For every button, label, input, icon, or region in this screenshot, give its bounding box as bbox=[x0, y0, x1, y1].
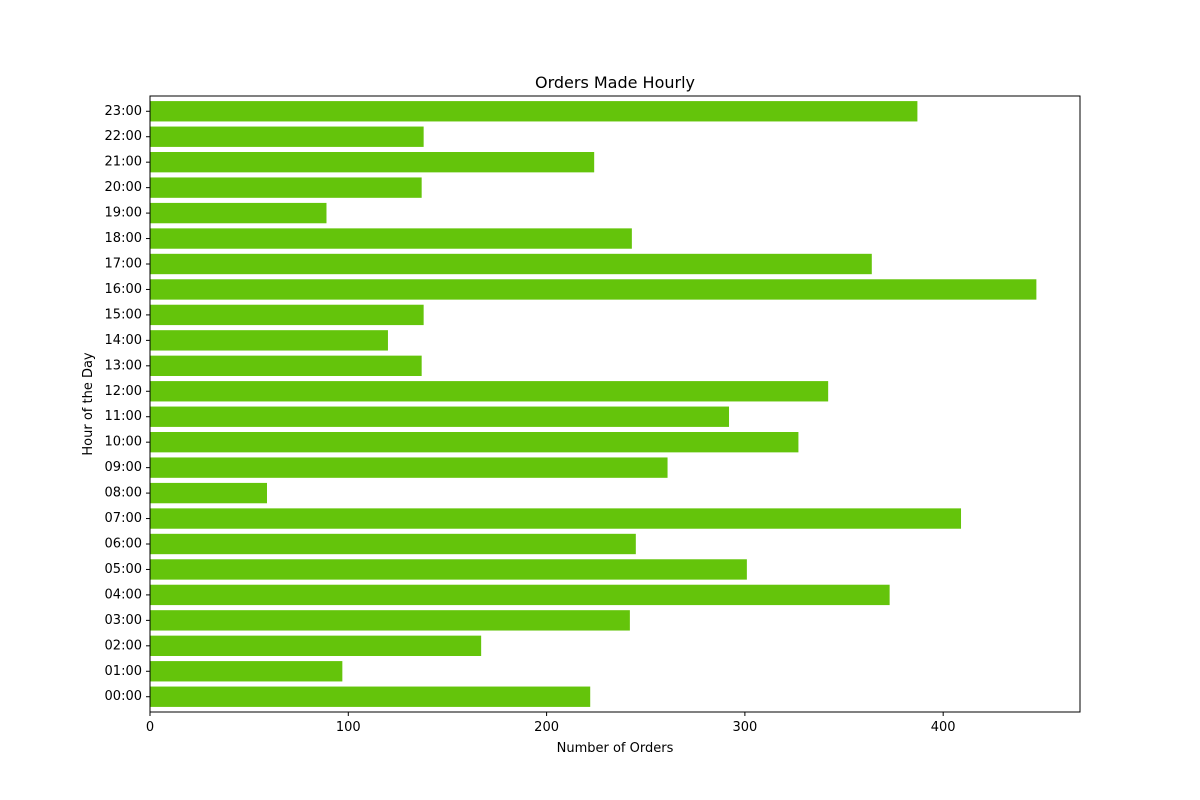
bar-2100 bbox=[150, 152, 595, 173]
y-tick-label: 23:00 bbox=[105, 104, 142, 119]
bar-0900 bbox=[150, 457, 668, 478]
plot-frame bbox=[149, 95, 1081, 713]
x-tick-label: 400 bbox=[931, 720, 956, 735]
chart-title: Orders Made Hourly bbox=[535, 73, 695, 92]
bar-2300 bbox=[150, 101, 918, 122]
y-tick-label: 17:00 bbox=[105, 257, 142, 272]
y-tick-label: 18:00 bbox=[105, 231, 142, 246]
bar-2000 bbox=[150, 177, 422, 198]
x-tick-label: 200 bbox=[534, 720, 559, 735]
bar-1900 bbox=[150, 202, 327, 224]
x-tick-label: 0 bbox=[146, 720, 154, 735]
bar-1000 bbox=[150, 432, 799, 453]
y-tick-label: 08:00 bbox=[105, 486, 142, 501]
bar-0500 bbox=[150, 559, 747, 580]
bar-1200 bbox=[150, 381, 829, 402]
y-tick-label: 00:00 bbox=[105, 689, 142, 704]
bar-0000 bbox=[150, 686, 591, 707]
y-tick-label: 05:00 bbox=[105, 562, 142, 577]
x-tick-label: 300 bbox=[732, 720, 757, 735]
bar-1700 bbox=[150, 253, 872, 275]
bar-0800 bbox=[150, 482, 267, 504]
y-tick-label: 22:00 bbox=[105, 129, 142, 144]
y-tick-label: 15:00 bbox=[105, 307, 142, 322]
bar-0200 bbox=[150, 635, 482, 656]
y-tick-label: 12:00 bbox=[105, 384, 142, 399]
y-axis: 00:00 01:00 02:00 03:00 04:00 05:00 06:00 07:00… bbox=[105, 104, 150, 704]
bar-0600 bbox=[150, 533, 636, 555]
y-tick-label: 03:00 bbox=[105, 613, 142, 628]
bar-0100 bbox=[150, 661, 343, 682]
y-tick-label: 11:00 bbox=[105, 409, 142, 424]
bar-0400 bbox=[150, 584, 890, 606]
y-tick-label: 04:00 bbox=[105, 587, 142, 602]
x-axis: 0 100 200 300 400 bbox=[146, 712, 956, 735]
y-axis-title: Hour of the Day bbox=[81, 352, 96, 456]
y-tick-label: 21:00 bbox=[105, 155, 142, 170]
y-tick-label: 01:00 bbox=[105, 664, 142, 679]
bar-2200 bbox=[150, 126, 424, 147]
y-tick-label: 20:00 bbox=[105, 180, 142, 195]
bar-1300 bbox=[150, 355, 422, 376]
bar-1100 bbox=[150, 406, 730, 427]
bar-1600 bbox=[150, 279, 1037, 300]
bar-1800 bbox=[150, 228, 632, 249]
bar-1500 bbox=[150, 304, 424, 326]
x-tick-label: 100 bbox=[336, 720, 361, 735]
y-tick-label: 13:00 bbox=[105, 358, 142, 373]
bar-0300 bbox=[150, 610, 630, 631]
y-tick-label: 09:00 bbox=[105, 460, 142, 475]
bar-1400 bbox=[150, 330, 388, 351]
y-tick-label: 16:00 bbox=[105, 282, 142, 297]
y-tick-label: 19:00 bbox=[105, 206, 142, 221]
y-tick-label: 14:00 bbox=[105, 333, 142, 348]
bar-0700 bbox=[150, 508, 962, 529]
y-tick-label: 10:00 bbox=[105, 435, 142, 450]
y-tick-label: 02:00 bbox=[105, 638, 142, 653]
bars-layer bbox=[150, 101, 1037, 707]
y-tick-label: 07:00 bbox=[105, 511, 142, 526]
x-axis-title: Number of Orders bbox=[557, 741, 674, 756]
y-tick-label: 06:00 bbox=[105, 537, 142, 552]
